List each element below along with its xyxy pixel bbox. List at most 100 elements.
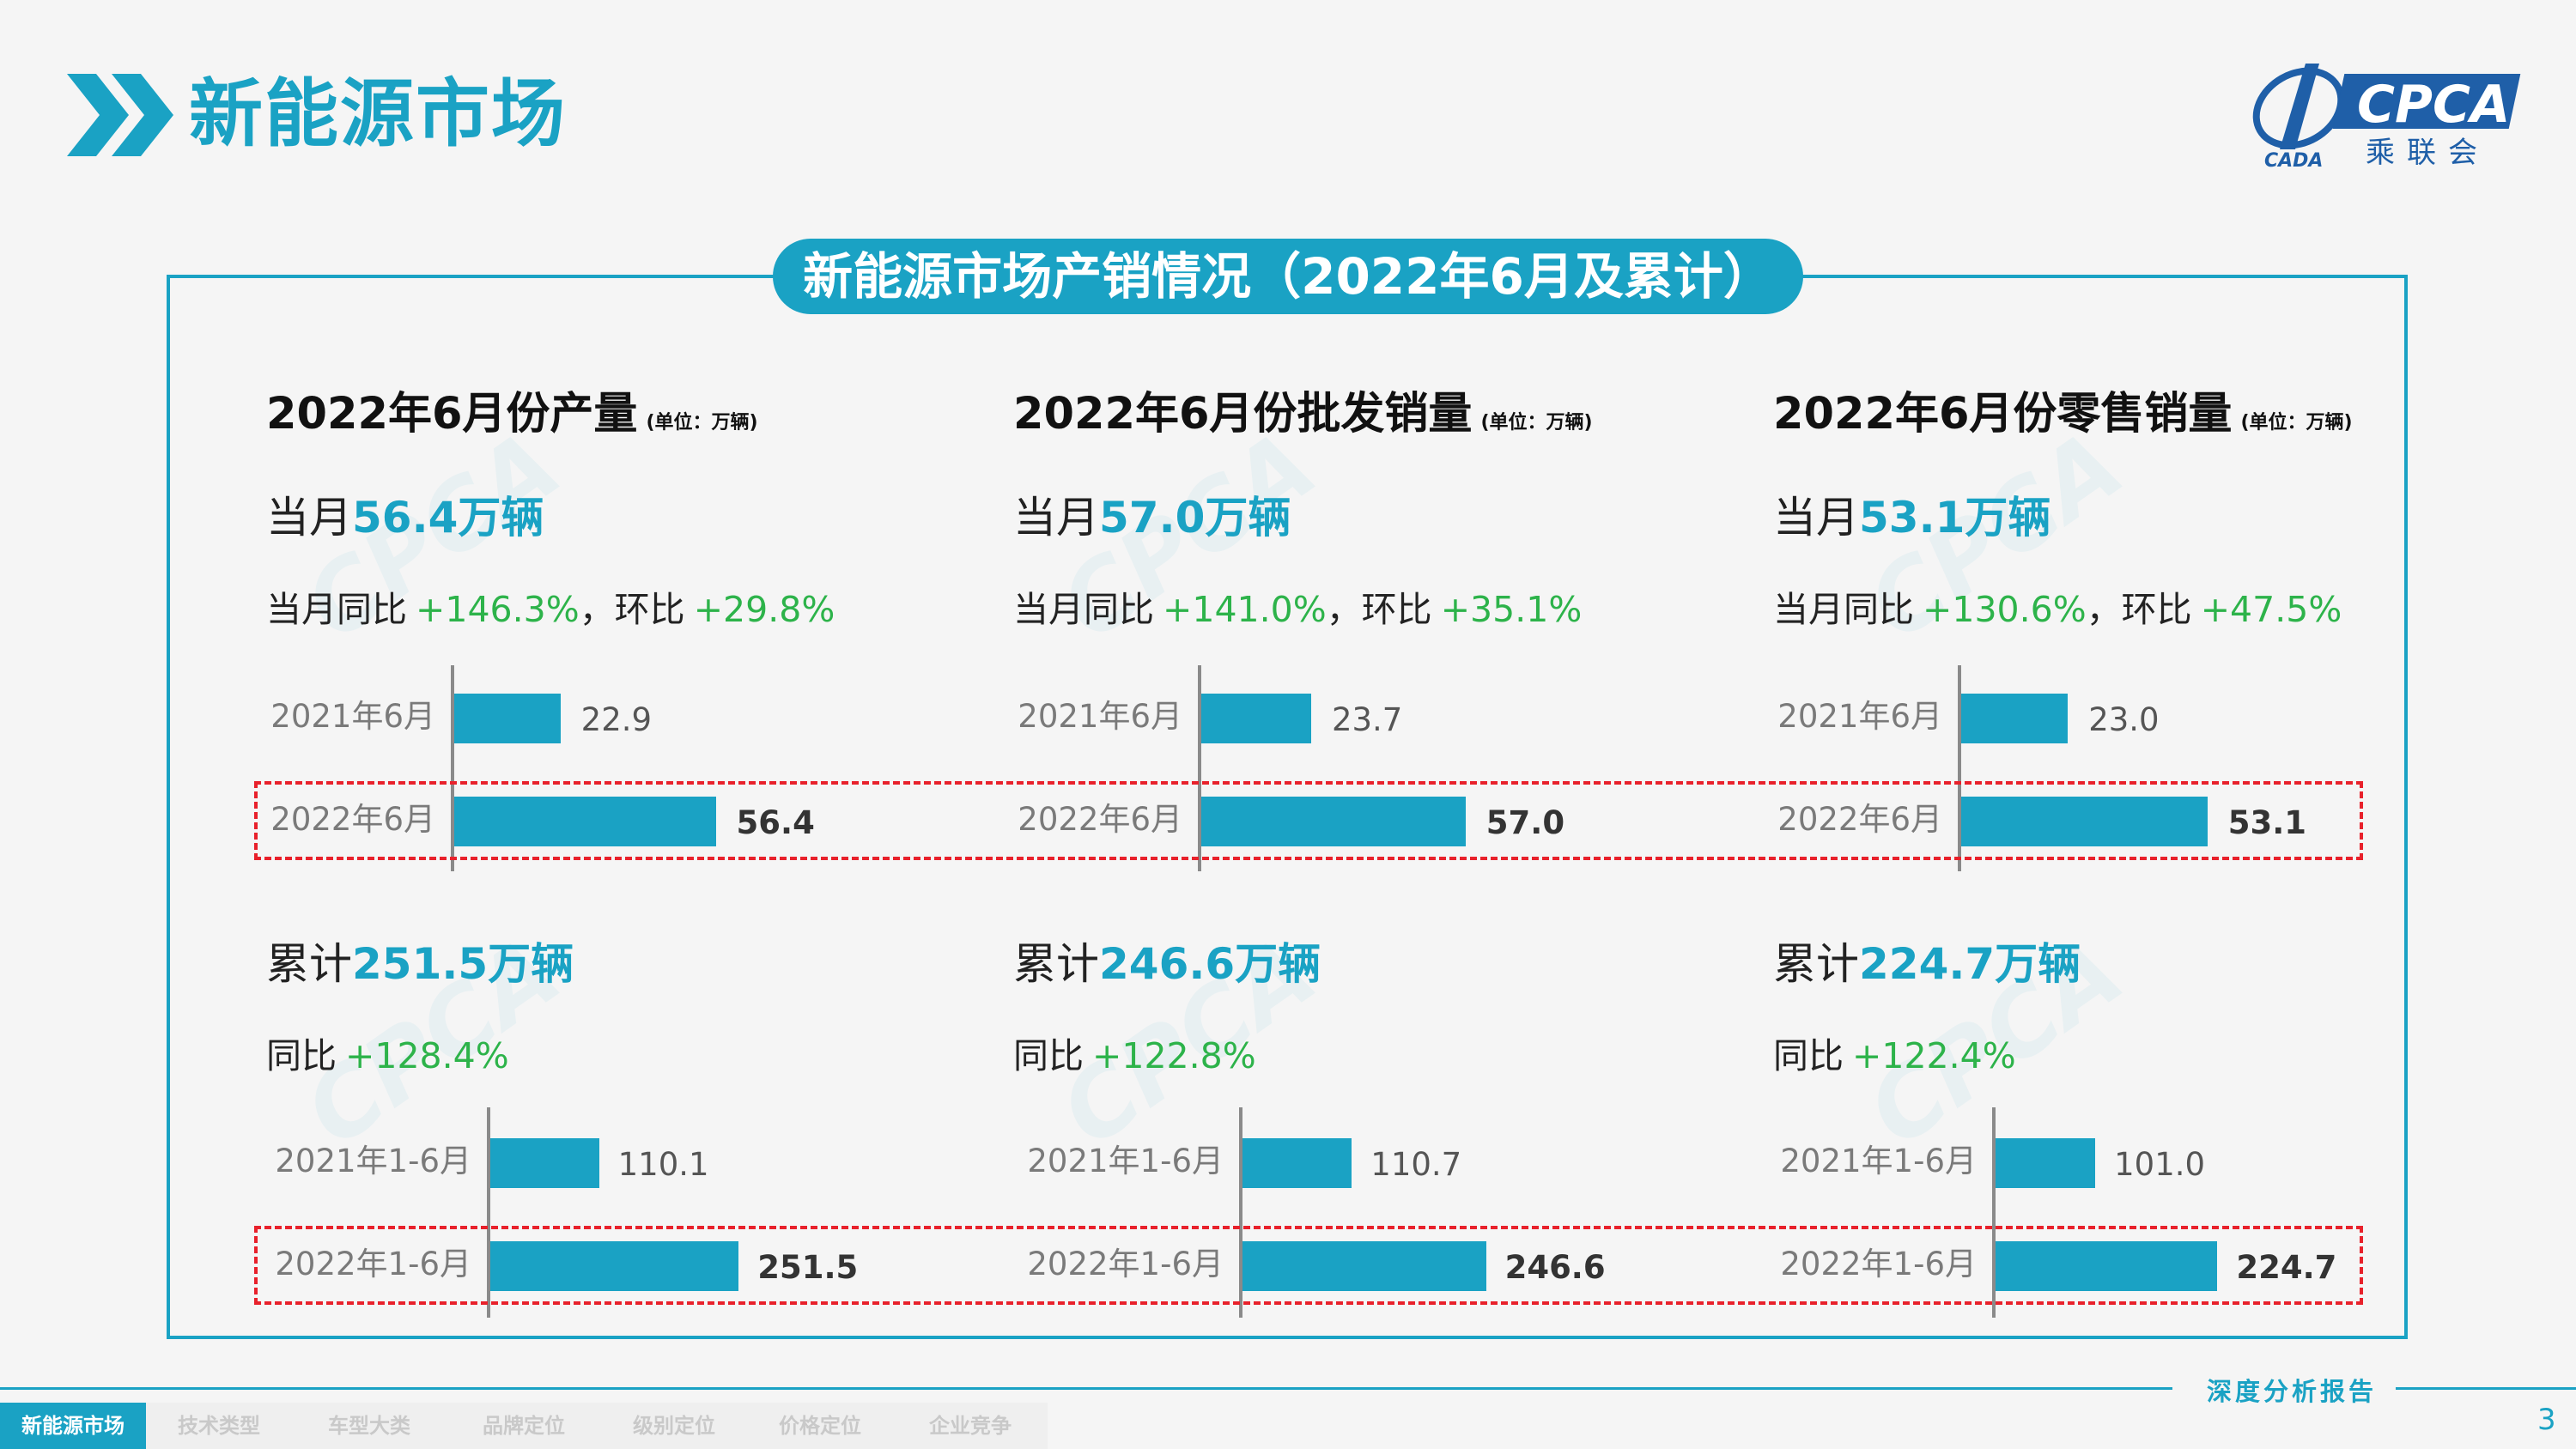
yoy-value: +122.8% — [1092, 1035, 1256, 1076]
logo-small-text: CADA — [2264, 150, 2323, 171]
bar-value-label: 53.1 — [2227, 804, 2307, 841]
month-growth: 当月同比 +146.3%，环比 +29.8% — [266, 585, 835, 634]
bar-category-label: 2022年6月 — [1777, 801, 1942, 838]
bar-category-label: 2022年6月 — [1018, 801, 1182, 838]
bar-category-label: 2022年1-6月 — [1780, 1246, 1977, 1282]
month-value: 57.0万辆 — [1099, 493, 1291, 543]
cumulative-summary: 累计224.7万辆 — [1773, 936, 2081, 992]
mom-value: +29.8% — [693, 589, 835, 630]
panel-title-text: 2022年6月份产量 — [266, 389, 638, 440]
chart-axis — [1992, 1107, 1996, 1318]
month-value: 56.4万辆 — [352, 493, 544, 543]
panel-title: 2022年6月份产量 (单位：万辆) — [266, 386, 758, 452]
footer-tab[interactable]: 价格定位 — [747, 1403, 893, 1449]
panel-title: 2022年6月份批发销量 (单位：万辆) — [1013, 386, 1593, 452]
bar-value-label: 23.0 — [2088, 701, 2160, 738]
yoy-label: 当月同比 — [1013, 589, 1154, 630]
bar-value-label: 23.7 — [1331, 701, 1403, 738]
bar-value-label: 22.9 — [580, 701, 653, 738]
yoy-label: 同比 — [266, 1035, 337, 1076]
bar — [1961, 797, 2208, 846]
month-growth: 当月同比 +141.0%，环比 +35.1% — [1013, 585, 1582, 634]
bar-category-label: 2021年6月 — [270, 698, 435, 735]
mom-label: ，环比 — [1326, 589, 1432, 630]
yoy-label: 当月同比 — [1773, 589, 1914, 630]
logo-text: CPCA — [2357, 75, 2510, 135]
bar-category-label: 2021年1-6月 — [275, 1143, 471, 1179]
bar-value-label: 110.1 — [617, 1146, 709, 1183]
footer-tab[interactable]: 级别定位 — [601, 1403, 747, 1449]
bar-value-label: 101.0 — [2114, 1146, 2206, 1183]
month-summary: 当月57.0万辆 — [1013, 489, 1291, 546]
stat-panel: 2022年6月份批发销量 (单位：万辆) 当月57.0万辆当月同比 +141.0%，环… — [1013, 386, 1769, 1373]
bar-value-label: 56.4 — [736, 804, 815, 841]
cumulative-summary: 累计246.6万辆 — [1013, 936, 1321, 992]
month-summary: 当月56.4万辆 — [266, 489, 544, 546]
mom-value: +35.1% — [1440, 589, 1583, 630]
unit-label: (单位：万辆) — [2240, 412, 2353, 433]
bar — [1242, 1241, 1486, 1291]
bar-category-label: 2021年1-6月 — [1027, 1143, 1224, 1179]
chevron-right-icon — [67, 74, 129, 156]
cumulative-value: 224.7万辆 — [1859, 939, 2081, 989]
highlight-box-cumulative — [254, 1226, 2363, 1305]
cumulative-prefix: 累计 — [1013, 939, 1099, 989]
bar-value-label: 224.7 — [2236, 1249, 2337, 1286]
month-value: 53.1万辆 — [1859, 493, 2051, 543]
chart-axis — [1198, 665, 1201, 871]
bar — [1201, 797, 1466, 846]
month-prefix: 当月 — [266, 493, 352, 543]
mom-label: ，环比 — [2086, 589, 2192, 630]
bar — [490, 1241, 739, 1291]
footer-line — [0, 1387, 2172, 1390]
bar — [1242, 1138, 1352, 1188]
cumulative-prefix: 累计 — [266, 939, 352, 989]
footer-tabs: 新能源市场 技术类型 车型大类 品牌定位 级别定位 价格定位 企业竞争 — [0, 1403, 1048, 1449]
unit-label: (单位：万辆) — [1480, 412, 1593, 433]
footer-tab[interactable]: 企业竞争 — [893, 1403, 1048, 1449]
highlight-box-month — [254, 781, 2363, 860]
chart-axis — [1958, 665, 1961, 871]
bar-category-label: 2021年6月 — [1018, 698, 1182, 735]
chevron-right-icon — [112, 74, 173, 156]
yoy-value: +128.4% — [345, 1035, 509, 1076]
bar-category-label: 2021年6月 — [1777, 698, 1942, 735]
panel-title-text: 2022年6月份批发销量 — [1013, 389, 1473, 440]
yoy-value: +146.3% — [416, 589, 580, 630]
footer-tab[interactable]: 品牌定位 — [447, 1403, 601, 1449]
mom-label: ，环比 — [579, 589, 685, 630]
panel-title: 2022年6月份零售销量 (单位：万辆) — [1773, 386, 2353, 452]
chart-axis — [451, 665, 454, 871]
bar-value-label: 57.0 — [1485, 804, 1565, 841]
cumulative-summary: 累计251.5万辆 — [266, 936, 574, 992]
unit-label: (单位：万辆) — [646, 412, 758, 433]
report-label: 深度分析报告 — [2207, 1377, 2378, 1406]
bar-value-label: 251.5 — [757, 1249, 859, 1286]
bar — [454, 797, 716, 846]
bar-value-label: 110.7 — [1370, 1146, 1462, 1183]
bar-value-label: 246.6 — [1504, 1249, 1606, 1286]
footer-tab[interactable]: 技术类型 — [146, 1403, 292, 1449]
logo-sub: 乘联会 — [2366, 136, 2489, 170]
bar-category-label: 2022年1-6月 — [1027, 1246, 1224, 1282]
cumulative-value: 251.5万辆 — [352, 939, 574, 989]
bar — [1996, 1138, 2096, 1188]
yoy-label: 同比 — [1773, 1035, 1844, 1076]
yoy-label: 同比 — [1013, 1035, 1084, 1076]
month-prefix: 当月 — [1773, 493, 1859, 543]
cumulative-growth: 同比 +122.8% — [1013, 1032, 1256, 1080]
bar-category-label: 2022年1-6月 — [275, 1246, 471, 1282]
mom-value: +47.5% — [2200, 589, 2342, 630]
yoy-label: 当月同比 — [266, 589, 407, 630]
bar — [454, 694, 561, 743]
footer-line — [2396, 1387, 2576, 1390]
footer-tab[interactable]: 新能源市场 — [0, 1403, 146, 1449]
yoy-value: +122.4% — [1852, 1035, 2016, 1076]
cumulative-prefix: 累计 — [1773, 939, 1859, 989]
panel-title-text: 2022年6月份零售销量 — [1773, 389, 2233, 440]
month-summary: 当月53.1万辆 — [1773, 489, 2050, 546]
footer-tab[interactable]: 车型大类 — [292, 1403, 447, 1449]
stat-panel: 2022年6月份零售销量 (单位：万辆) 当月53.1万辆 当月同比 +130.6%，环… — [1773, 386, 2529, 1373]
section-banner: 新能源市场产销情况（2022年6月及累计） — [773, 239, 1803, 314]
month-prefix: 当月 — [1013, 493, 1099, 543]
